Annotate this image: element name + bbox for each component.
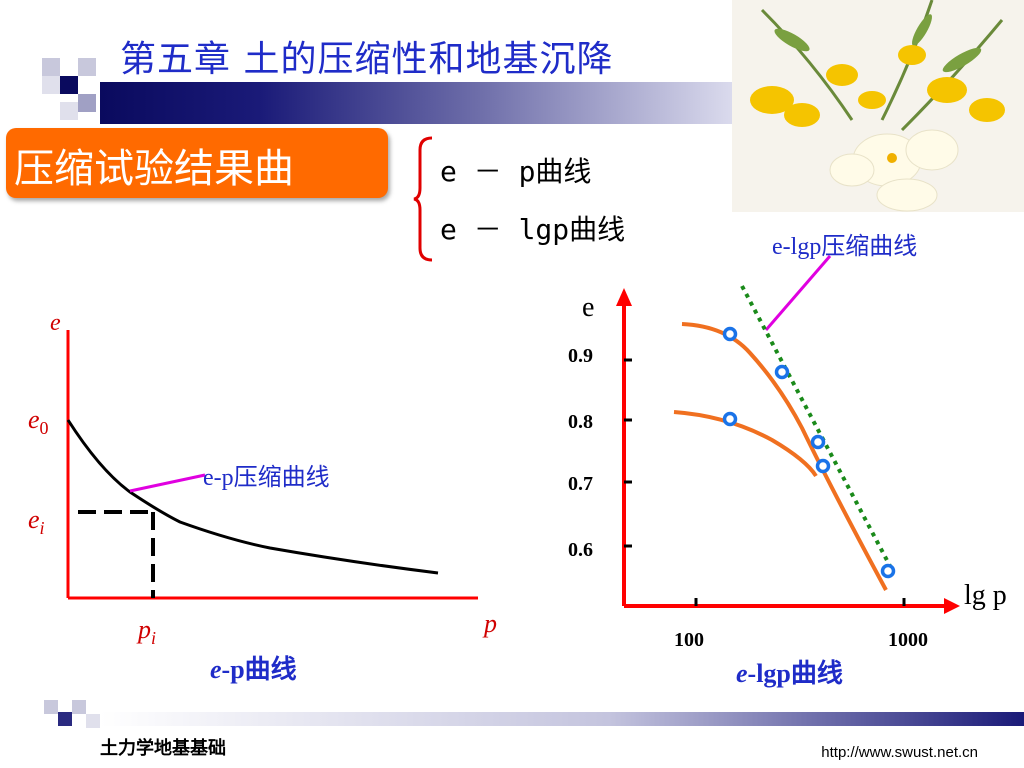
data-point <box>810 434 826 450</box>
data-point <box>815 458 831 474</box>
curve-type-elgp: e － lgp曲线 <box>440 213 626 246</box>
elgp-axis-x-label: lg p <box>964 580 1007 611</box>
elgp-axis-y-label: e <box>582 292 594 323</box>
decorative-squares <box>42 58 102 124</box>
ep-label-pointer <box>129 473 206 493</box>
section-heading-box: 压缩试验结果曲 <box>6 128 388 198</box>
upper-curve <box>681 322 888 591</box>
y-tick-08: 0.8 <box>568 411 593 433</box>
footer-course-name: 土力学地基基础 <box>100 738 226 759</box>
pi-label: pi <box>136 615 156 648</box>
e0-label: e0 <box>28 405 49 438</box>
elgp-x-arrow <box>944 598 960 614</box>
ep-caption: e-p曲线 <box>210 655 297 684</box>
section-heading: 压缩试验结果曲 <box>14 146 294 192</box>
y-tick-06: 0.6 <box>568 539 593 561</box>
flower-image <box>732 0 1024 212</box>
ei-label: ei <box>28 505 45 538</box>
data-point <box>722 411 738 427</box>
footer-url: http://www.swust.net.cn <box>821 744 978 761</box>
elgp-curve-label: e-lgp压缩曲线 <box>772 233 917 260</box>
y-tick-07: 0.7 <box>568 473 593 495</box>
elgp-label-pointer <box>764 255 832 331</box>
x-tick-1000: 1000 <box>888 629 928 651</box>
ep-curve-label: e-p压缩曲线 <box>203 464 330 491</box>
tangent-line <box>740 285 892 567</box>
bottom-gradient-bar <box>100 712 1024 726</box>
data-point <box>722 326 738 342</box>
curve-type-ep: e － p曲线 <box>440 155 592 188</box>
data-point <box>774 364 790 380</box>
header-gradient-bar <box>100 82 736 124</box>
elgp-y-arrow <box>616 288 632 306</box>
elgp-diagram: e-lgp压缩曲线 0.9 0.8 0.7 0.6 100 1000 e lg … <box>568 233 1007 688</box>
ep-curve <box>66 419 439 575</box>
bottom-decorative-squares <box>44 700 100 740</box>
ep-diagram: e p e0 ei pi e-p压缩曲线 e-p曲线 <box>28 310 497 684</box>
data-point <box>880 563 896 579</box>
slide-title: 第五章 土的压缩性和地基沉降 <box>120 39 614 80</box>
ep-axis-y-label: e <box>50 310 61 336</box>
x-tick-100: 100 <box>674 629 704 651</box>
ep-axis-x-label: p <box>482 609 497 638</box>
lower-curve <box>673 410 818 478</box>
elgp-caption: e-lgp曲线 <box>736 659 843 688</box>
red-brace <box>413 136 433 262</box>
y-tick-09: 0.9 <box>568 345 593 367</box>
